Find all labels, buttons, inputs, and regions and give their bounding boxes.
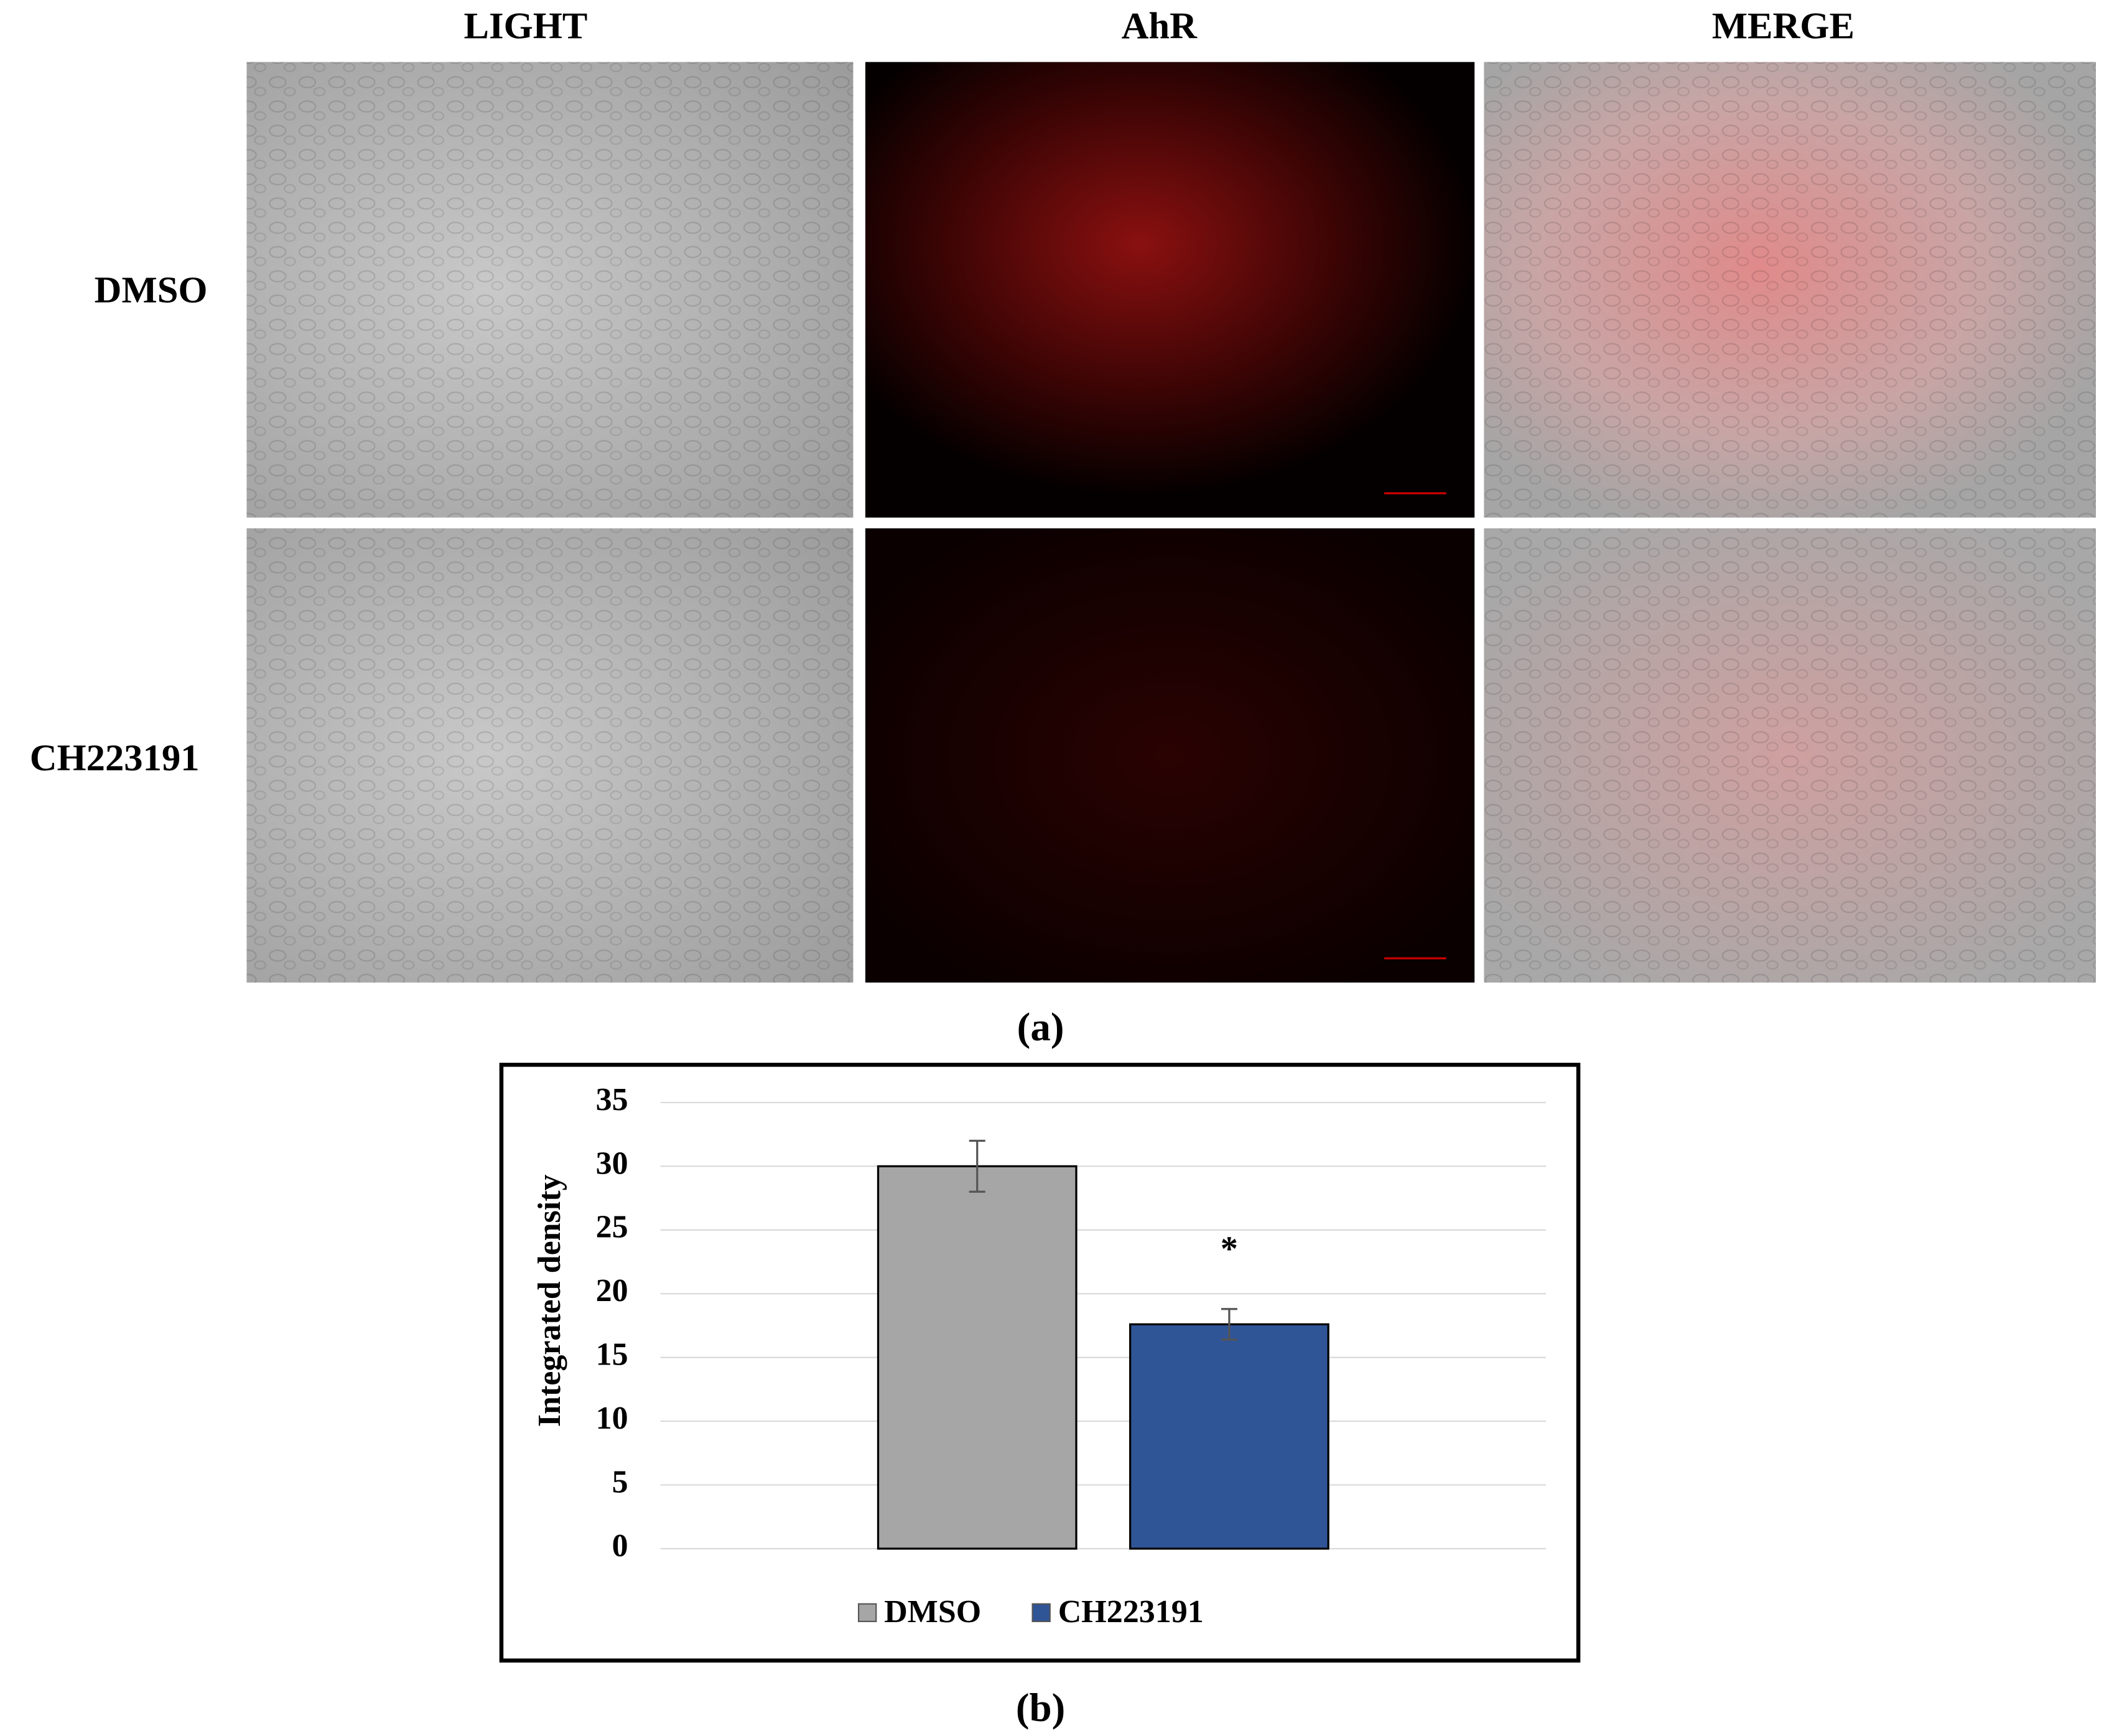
- legend-label: DMSO: [884, 1594, 981, 1630]
- y-tick-label: 15: [596, 1337, 628, 1373]
- annotation: *: [1221, 1230, 1238, 1269]
- y-tick-label: 20: [596, 1273, 628, 1309]
- y-tick-label: 30: [596, 1146, 628, 1181]
- row-label: DMSO: [95, 269, 208, 311]
- column-header: AhR: [1122, 6, 1198, 47]
- y-tick-label: 0: [612, 1528, 628, 1564]
- panel-label: (b): [1016, 1686, 1065, 1730]
- y-tick-label: 10: [596, 1401, 628, 1436]
- legend-label: CH223191: [1058, 1594, 1204, 1630]
- image-ahr-dmso: [865, 62, 1475, 518]
- y-tick-label: 25: [596, 1210, 628, 1245]
- cell-texture: [1484, 62, 2097, 518]
- error-bar: [1221, 1308, 1237, 1341]
- legend-swatch: [858, 1603, 877, 1622]
- micrographs: [246, 62, 2097, 983]
- legend-swatch: [1031, 1603, 1051, 1622]
- cell-texture: [246, 62, 854, 518]
- bar: [1129, 1323, 1329, 1550]
- bar: [877, 1165, 1078, 1550]
- y-tick-label: 5: [612, 1464, 628, 1500]
- cell-texture: [1484, 528, 2097, 983]
- panel-label: (a): [1017, 1005, 1064, 1050]
- image-ahr-ch: [865, 528, 1475, 983]
- error-bar: [969, 1139, 985, 1193]
- y-tick-label: 35: [596, 1082, 628, 1118]
- cell-texture: [246, 528, 854, 983]
- row-label: CH223191: [30, 737, 200, 779]
- column-header: MERGE: [1712, 6, 1855, 47]
- column-header: LIGHT: [464, 6, 588, 47]
- y-axis-label: Integrated density: [532, 1174, 567, 1427]
